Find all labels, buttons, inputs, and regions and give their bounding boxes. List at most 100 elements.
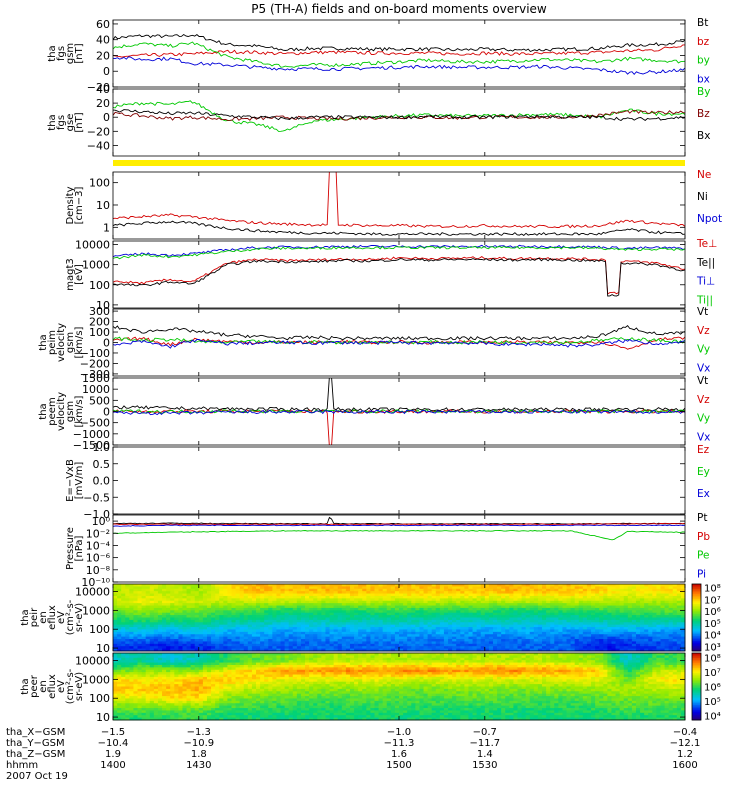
heatmap-cell [333,603,339,606]
heatmap-cell [501,639,506,642]
heatmap-cell [300,636,306,640]
heatmap-cell [676,629,682,633]
heatmap-cell [239,600,245,604]
heatmap-cell [566,657,571,661]
y-axis-label: tha [38,334,49,350]
heatmap-cell [403,610,408,614]
heatmap-cell [296,615,302,618]
heatmap-cell [476,653,482,656]
heatmap-cell [546,624,551,628]
heatmap-cell [627,655,633,659]
heatmap-cell [607,600,612,604]
heatmap-cell [664,595,670,599]
heatmap-cell [211,655,216,659]
heatmap-cell [615,627,621,630]
heatmap-cell [321,598,326,602]
heatmap-cell [550,612,555,616]
heatmap-cell [484,662,490,666]
heatmap-cell [386,600,392,604]
heatmap-cell [558,643,563,647]
heatmap-cell [484,598,490,602]
heatmap-cell [117,598,122,602]
heatmap-cell [141,603,147,606]
heatmap-cell [145,607,151,611]
colorbar-tick-label: 10⁸ [704,584,721,595]
heatmap-cell [619,617,625,621]
heatmap-cell [313,588,318,592]
heatmap-cell [178,598,183,602]
heatmap-cell [443,662,449,666]
heatmap-cell [157,634,163,638]
heatmap-cell [349,643,355,647]
heatmap-cell [394,655,400,659]
heatmap-cell [517,595,522,599]
heatmap-cell [546,646,551,649]
heatmap-cell [460,588,465,592]
heatmap-cell [574,622,580,626]
heatmap-cell [635,617,641,621]
heatmap-cell [341,586,347,590]
heatmap-cell [394,586,400,590]
heatmap-cell [341,660,347,663]
heatmap-cell [129,653,134,656]
heatmap-cell [198,591,204,594]
heatmap-cell [664,622,670,626]
heatmap-cell [170,615,175,618]
heatmap-cell [492,634,498,638]
heatmap-cell [174,655,179,659]
heatmap-cell [113,603,118,606]
heatmap-cell [603,624,608,628]
heatmap-cell [121,595,126,599]
heatmap-cell [394,619,400,623]
heatmap-cell [186,622,192,626]
heatmap-cell [260,653,265,656]
heatmap-cell [166,657,171,661]
heatmap-cell [190,636,196,640]
heatmap-cell [268,588,273,592]
heatmap-cell [137,617,142,621]
heatmap-cell [627,617,633,621]
heatmap-cell [292,622,298,626]
heatmap-cell [215,607,220,611]
heatmap-cell [668,660,674,663]
heatmap-cell [537,657,543,661]
colorbar-cell [692,605,701,608]
heatmap-cell [202,598,208,602]
heatmap-cell [554,646,559,649]
heatmap-cell [591,655,596,659]
heatmap-cell [386,646,392,649]
heatmap-cell [206,598,212,602]
heatmap-cell [231,598,236,602]
heatmap-cell [505,617,510,621]
heatmap-cell [591,662,596,666]
heatmap-cell [125,584,130,587]
heatmap-cell [537,615,543,618]
heatmap-cell [550,617,555,621]
heatmap-cell [656,634,661,638]
heatmap-cell [676,646,682,649]
heatmap-cell [149,595,155,599]
heatmap-cell [231,629,236,633]
heatmap-cell [264,629,269,633]
heatmap-cell [452,603,457,606]
y-axis-label: tha [38,403,49,419]
heatmap-cell [635,612,641,616]
heatmap-cell [231,591,236,594]
heatmap-cell [554,591,559,594]
heatmap-cell [529,624,535,628]
heatmap-cell [460,591,465,594]
heatmap-cell [464,660,469,663]
heatmap-cell [550,619,555,623]
heatmap-cell [484,655,490,659]
heatmap-cell [382,627,388,630]
heatmap-cell [648,648,653,652]
heatmap-cell [223,595,228,599]
y-axis-label: (cm²-s- [65,599,76,635]
heatmap-cell [595,660,600,663]
heatmap-cell [423,655,428,659]
heatmap-cell [627,610,633,614]
heatmap-cell [680,646,686,649]
heatmap-cell [558,603,563,606]
heatmap-cell [121,636,126,640]
heatmap-cell [162,660,167,663]
